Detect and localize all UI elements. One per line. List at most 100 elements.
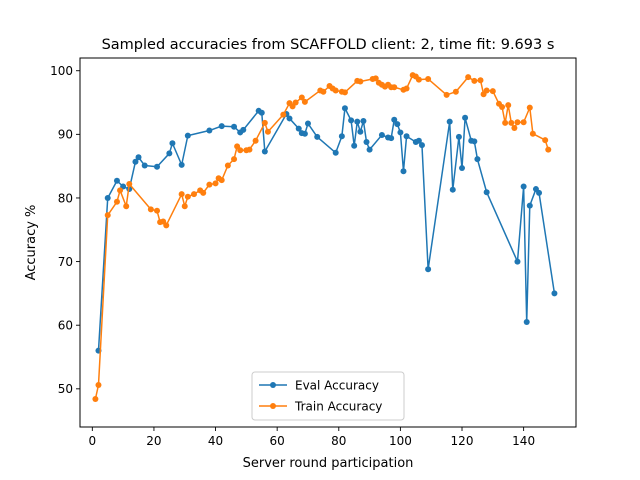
data-point-train-accuracy (246, 146, 253, 153)
data-point-eval-accuracy (113, 177, 120, 184)
data-point-train-accuracy (117, 187, 124, 194)
legend-box (251, 371, 405, 421)
data-point-eval-accuracy (471, 138, 478, 145)
data-point-train-accuracy (212, 180, 219, 187)
data-point-train-accuracy (529, 130, 536, 137)
data-point-train-accuracy (104, 212, 111, 219)
data-point-train-accuracy (520, 119, 527, 126)
data-point-train-accuracy (320, 88, 327, 95)
data-point-eval-accuracy (360, 117, 367, 124)
data-point-eval-accuracy (415, 137, 422, 144)
data-point-train-accuracy (154, 207, 161, 214)
data-point-train-accuracy (200, 189, 207, 196)
data-point-eval-accuracy (474, 156, 481, 163)
data-point-eval-accuracy (536, 189, 543, 196)
data-point-eval-accuracy (104, 194, 111, 201)
data-point-eval-accuracy (135, 154, 142, 161)
data-point-train-accuracy (95, 382, 102, 389)
plot-content (92, 72, 558, 403)
legend-label: Eval Accuracy (295, 379, 379, 393)
data-point-eval-accuracy (338, 133, 345, 140)
data-point-eval-accuracy (286, 115, 293, 122)
data-point-eval-accuracy (378, 131, 385, 138)
x-axis-label: Server round participation (243, 456, 414, 471)
x-tick-label: 100 (389, 434, 412, 448)
data-point-eval-accuracy (240, 126, 247, 133)
data-point-train-accuracy (280, 111, 287, 118)
data-point-train-accuracy (126, 180, 133, 187)
data-point-eval-accuracy (141, 162, 148, 169)
data-point-eval-accuracy (348, 117, 355, 124)
data-point-eval-accuracy (261, 148, 268, 155)
data-point-eval-accuracy (400, 168, 407, 175)
data-point-train-accuracy (489, 88, 496, 95)
data-point-train-accuracy (508, 119, 515, 126)
data-point-eval-accuracy (455, 133, 462, 140)
data-point-train-accuracy (292, 99, 299, 106)
data-point-train-accuracy (92, 396, 99, 403)
data-point-eval-accuracy (363, 138, 370, 145)
y-tick-label: 70 (58, 255, 73, 269)
data-point-eval-accuracy (304, 120, 311, 127)
data-point-eval-accuracy (418, 142, 425, 149)
data-point-eval-accuracy (154, 163, 161, 170)
data-point-eval-accuracy (526, 202, 533, 209)
y-axis-label: Accuracy % (24, 205, 39, 281)
data-point-eval-accuracy (388, 135, 395, 142)
data-point-eval-accuracy (403, 133, 410, 140)
data-point-train-accuracy (443, 91, 450, 98)
data-point-train-accuracy (237, 147, 244, 154)
data-point-eval-accuracy (332, 149, 339, 156)
x-tick-label: 120 (451, 434, 474, 448)
data-point-train-accuracy (184, 193, 191, 200)
data-point-train-accuracy (542, 137, 549, 144)
data-point-eval-accuracy (514, 258, 521, 265)
y-tick-label: 90 (58, 128, 73, 142)
data-point-eval-accuracy (258, 109, 265, 116)
data-point-train-accuracy (403, 85, 410, 92)
data-point-train-accuracy (341, 89, 348, 96)
data-point-train-accuracy (224, 162, 231, 169)
data-point-eval-accuracy (462, 114, 469, 121)
data-point-train-accuracy (511, 124, 518, 131)
y-tick-label: 50 (58, 382, 73, 396)
data-point-train-accuracy (425, 75, 432, 82)
data-point-eval-accuracy (218, 123, 225, 130)
x-tick-label: 20 (146, 434, 161, 448)
data-point-eval-accuracy (206, 127, 213, 134)
x-tick-label: 60 (270, 434, 285, 448)
data-point-train-accuracy (261, 119, 268, 126)
data-point-eval-accuracy (354, 118, 361, 125)
data-point-eval-accuracy (394, 121, 401, 128)
data-point-train-accuracy (252, 137, 259, 144)
data-point-eval-accuracy (351, 142, 358, 149)
data-point-train-accuracy (113, 198, 120, 205)
data-point-train-accuracy (452, 88, 459, 95)
data-point-train-accuracy (218, 177, 225, 184)
data-point-train-accuracy (264, 128, 271, 135)
legend-swatch-marker (270, 382, 276, 388)
data-point-eval-accuracy (449, 186, 456, 193)
data-point-eval-accuracy (341, 105, 348, 112)
data-point-train-accuracy (163, 222, 170, 229)
data-point-eval-accuracy (391, 116, 398, 123)
data-point-eval-accuracy (357, 128, 364, 135)
x-axis: 0 20 40 60 80 100 120 140 (89, 427, 535, 448)
data-point-train-accuracy (514, 119, 521, 126)
data-point-train-accuracy (483, 87, 490, 94)
data-point-train-accuracy (477, 77, 484, 84)
data-point-train-accuracy (231, 156, 238, 163)
data-point-train-accuracy (471, 77, 478, 84)
data-point-train-accuracy (181, 203, 188, 210)
data-point-train-accuracy (502, 119, 509, 126)
data-point-eval-accuracy (483, 189, 490, 196)
data-point-eval-accuracy (301, 130, 308, 137)
data-point-eval-accuracy (446, 118, 453, 125)
data-point-train-accuracy (301, 98, 308, 105)
data-point-eval-accuracy (184, 132, 191, 139)
data-point-eval-accuracy (314, 133, 321, 140)
x-tick-label: 140 (512, 434, 535, 448)
data-point-train-accuracy (415, 76, 422, 83)
data-point-train-accuracy (372, 75, 379, 82)
